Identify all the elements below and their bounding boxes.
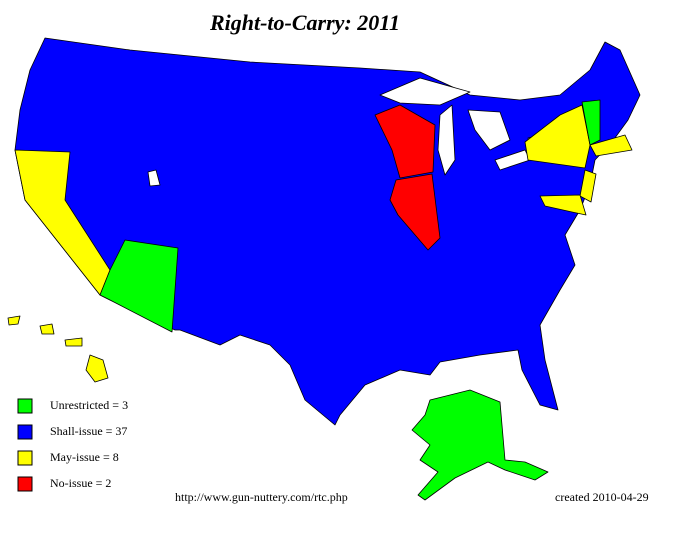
state-region: [581, 99, 601, 146]
map-title: Right-to-Carry: 2011: [209, 10, 400, 35]
legend-label: Unrestricted = 3: [50, 398, 128, 412]
legend-label: May-issue = 8: [50, 450, 119, 464]
state-region: [374, 104, 436, 179]
state-region: [539, 194, 587, 216]
state-region: [389, 173, 441, 251]
lake: [437, 104, 456, 176]
lake: [467, 109, 511, 151]
state-region: [589, 134, 633, 157]
state-region: [64, 337, 83, 347]
state-region: [39, 323, 55, 335]
state-region: [99, 239, 179, 333]
legend-swatch: [17, 398, 33, 414]
state-region: [7, 315, 21, 326]
lake: [147, 169, 161, 187]
legend-swatch: [17, 476, 33, 492]
state-region: [579, 169, 597, 203]
created-date: created 2010-04-29: [555, 490, 649, 504]
legend-label: Shall-issue = 37: [50, 424, 127, 438]
lake: [379, 77, 471, 106]
state-region: [411, 389, 549, 501]
state-region: [85, 354, 109, 383]
legend-label: No-issue = 2: [50, 476, 111, 490]
legend-swatch: [17, 424, 33, 440]
source-url: http://www.gun-nuttery.com/rtc.php: [175, 490, 348, 504]
legend-swatch: [17, 450, 33, 466]
legend: Unrestricted = 3 Shall-issue = 37 May-issu…: [17, 398, 128, 492]
